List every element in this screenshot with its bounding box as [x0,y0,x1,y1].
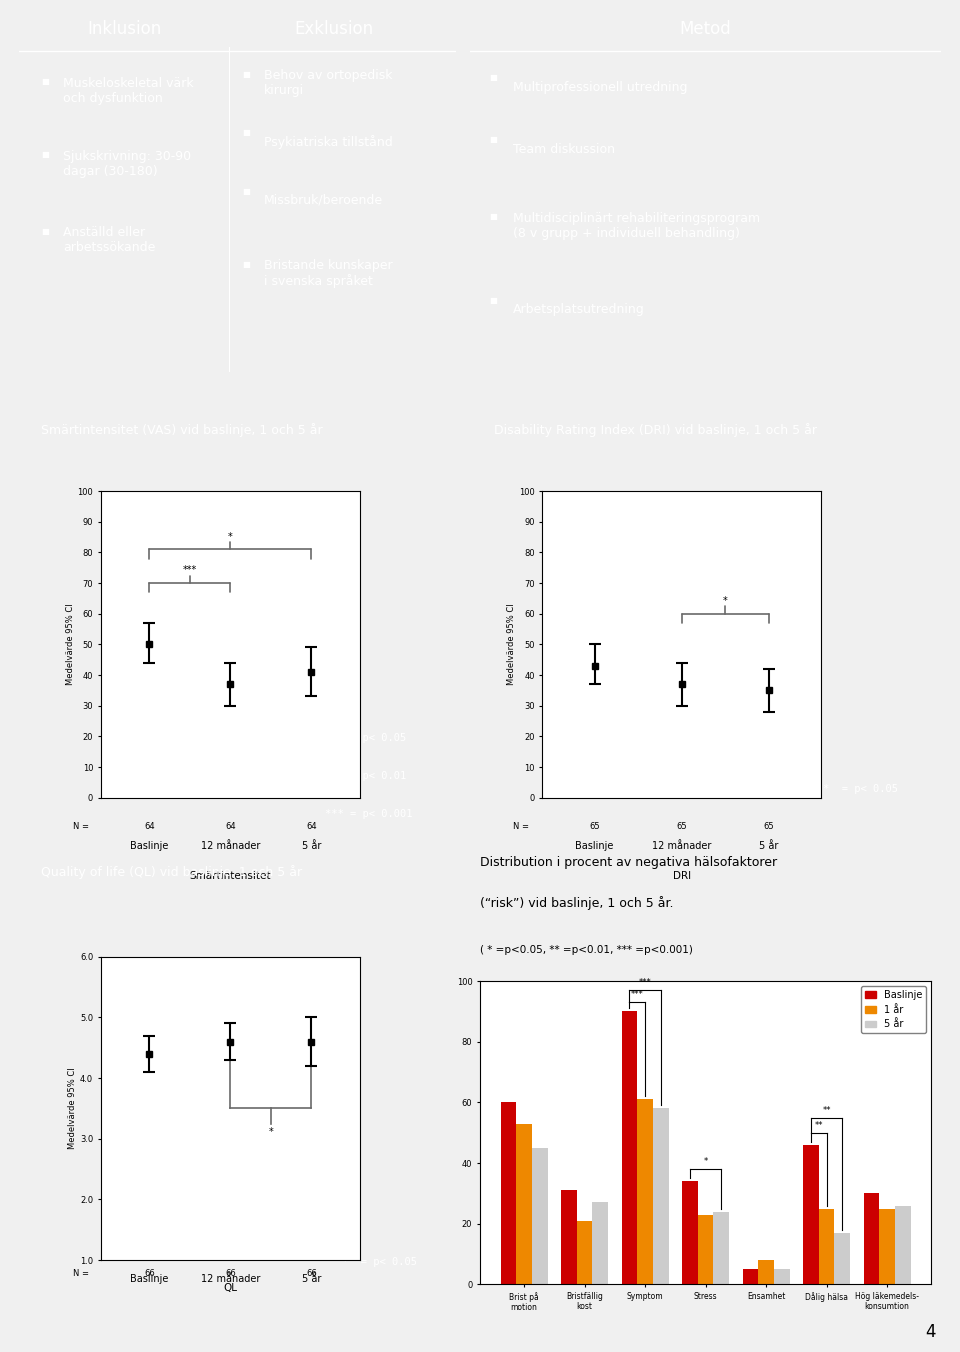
Text: 65: 65 [676,822,687,831]
Y-axis label: Medelvärde 95% CI: Medelvärde 95% CI [507,603,516,685]
Legend: Baslinje, 1 år, 5 år: Baslinje, 1 år, 5 år [861,986,926,1033]
Text: Baslinje: Baslinje [131,1274,169,1284]
Text: 5 år: 5 år [301,841,321,850]
Text: 64: 64 [225,822,236,831]
Text: (“risk”) vid baslinje, 1 och 5 år.: (“risk”) vid baslinje, 1 och 5 år. [480,896,673,910]
Text: Bristande kunskaper
i svenska språket: Bristande kunskaper i svenska språket [264,258,393,288]
Y-axis label: Medelvärde 95% CI: Medelvärde 95% CI [68,1068,77,1149]
Bar [803,1145,819,1284]
Text: *   = p< 0.05: * = p< 0.05 [324,733,406,742]
Bar [516,1124,532,1284]
Text: Baslinje: Baslinje [575,841,613,850]
Bar [561,1190,577,1284]
Text: 12 månader: 12 månader [201,841,260,850]
Text: 66: 66 [225,1268,236,1278]
Bar [758,1260,774,1284]
Text: 5 år: 5 år [301,1274,321,1284]
Text: Sjukskrivning: 30-90
dagar (30-180): Sjukskrivning: 30-90 dagar (30-180) [63,150,191,177]
Text: *: * [723,596,728,606]
Text: Quality of life (QL) vid baslinje, 1 och 5 år: Quality of life (QL) vid baslinje, 1 och… [41,865,302,879]
Text: Behov av ortopedisk
kirurgi: Behov av ortopedisk kirurgi [264,69,393,97]
Text: ■: ■ [242,128,250,137]
Text: Baslinje: Baslinje [131,841,169,850]
Text: 5 år: 5 år [759,841,779,850]
Text: N =: N = [514,822,529,831]
Bar [592,1202,609,1284]
Text: 64: 64 [306,822,317,831]
Text: Arbetsplatsutredning: Arbetsplatsutredning [513,303,644,316]
Text: Metod: Metod [680,20,732,38]
Bar [713,1211,730,1284]
Text: Distribution i procent av negativa hälsofaktorer: Distribution i procent av negativa hälso… [480,856,777,869]
Bar [863,1194,879,1284]
Bar [742,1270,758,1284]
Text: ■: ■ [242,70,250,78]
Text: ■: ■ [242,187,250,196]
Bar [532,1148,548,1284]
Bar [577,1221,592,1284]
Text: **: ** [823,1106,830,1114]
Text: ***: *** [638,977,652,987]
Bar [834,1233,851,1284]
Text: 66: 66 [144,1268,155,1278]
Bar [653,1109,669,1284]
Text: Psykiatriska tillstånd: Psykiatriska tillstånd [264,135,393,149]
Text: ■: ■ [242,260,250,269]
Text: N =: N = [73,822,88,831]
Text: 12 månader: 12 månader [652,841,711,850]
Text: Anställd eller
arbetssökande: Anställd eller arbetssökande [63,226,156,254]
Text: Smärtintensitet (VAS) vid baslinje, 1 och 5 år: Smärtintensitet (VAS) vid baslinje, 1 oc… [41,423,323,437]
Bar [819,1209,834,1284]
Text: *: * [228,531,232,542]
Text: N =: N = [73,1268,88,1278]
Text: 65: 65 [763,822,774,831]
Text: 4: 4 [925,1324,936,1341]
Bar [500,1102,516,1284]
Text: ■: ■ [490,135,497,145]
Text: Disability Rating Index (DRI) vid baslinje, 1 och 5 år: Disability Rating Index (DRI) vid baslin… [493,423,817,437]
Text: *  = p< 0.05: * = p< 0.05 [343,1257,418,1267]
Text: ■: ■ [41,227,49,235]
Text: Team diskussion: Team diskussion [513,142,614,155]
Text: ■: ■ [490,73,497,82]
Text: *: * [269,1126,274,1137]
Text: **  = p< 0.01: ** = p< 0.01 [324,771,406,781]
Text: 64: 64 [144,822,155,831]
Text: ■: ■ [41,150,49,160]
Y-axis label: Medelvärde 95% CI: Medelvärde 95% CI [65,603,75,685]
Text: ( * =p<0.05, ** =p<0.01, *** =p<0.001): ( * =p<0.05, ** =p<0.01, *** =p<0.001) [480,945,693,956]
Text: *  = p< 0.05: * = p< 0.05 [823,784,899,794]
Text: Missbruk/beroende: Missbruk/beroende [264,193,383,207]
Text: Multiprofessionell utredning: Multiprofessionell utredning [513,81,687,93]
Bar [698,1214,713,1284]
Text: *: * [704,1157,708,1165]
Text: 12 månader: 12 månader [201,1274,260,1284]
Text: 66: 66 [306,1268,317,1278]
Text: Exklusion: Exklusion [294,20,373,38]
Text: ***: *** [182,565,197,576]
Text: Smärtintensitet: Smärtintensitet [190,871,271,882]
Text: *** = p< 0.001: *** = p< 0.001 [324,810,413,819]
Text: DRI: DRI [673,871,690,882]
Bar [621,1011,637,1284]
Text: ■: ■ [41,77,49,87]
Bar [895,1206,911,1284]
Text: ■: ■ [490,212,497,222]
Text: Inklusion: Inklusion [87,20,161,38]
Text: ■: ■ [490,296,497,306]
Bar [682,1182,698,1284]
Bar [637,1099,653,1284]
Text: ***: *** [631,990,643,999]
Text: 65: 65 [589,822,600,831]
Bar [774,1270,790,1284]
Text: QL: QL [224,1283,237,1293]
Bar [879,1209,895,1284]
Text: Multidisciplinärt rehabiliteringsprogram
(8 v grupp + individuell behandling): Multidisciplinärt rehabiliteringsprogram… [513,212,760,239]
Text: **: ** [814,1121,823,1130]
Text: Muskeloskeletal värk
och dysfunktion: Muskeloskeletal värk och dysfunktion [63,77,194,104]
